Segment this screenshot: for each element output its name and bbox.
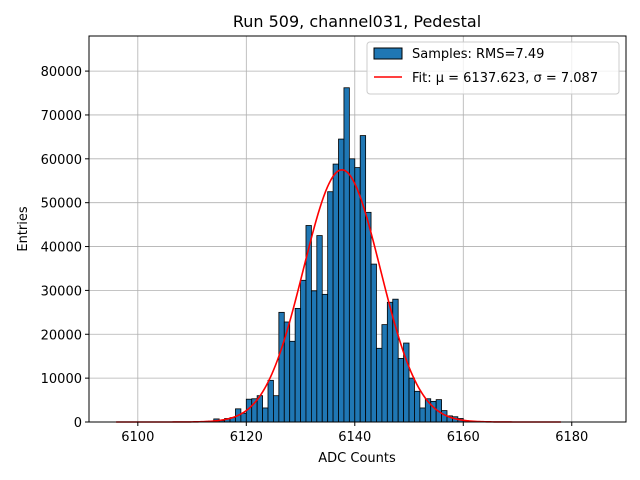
histogram-bar	[370, 263, 377, 423]
histogram-bar	[397, 357, 405, 423]
histogram-bar	[343, 87, 350, 423]
histogram-bar	[365, 211, 372, 423]
y-tick-label: 50000	[41, 197, 82, 212]
histogram-bar	[310, 290, 318, 423]
histogram-bar	[289, 340, 296, 423]
histogram-bar	[332, 163, 339, 423]
histogram-bar	[273, 395, 280, 423]
histogram-bar	[327, 191, 334, 423]
y-tick-label: 0	[74, 416, 82, 431]
x-tick-label: 6160	[447, 430, 480, 445]
y-tick-label: 10000	[41, 372, 82, 387]
histogram-bar	[300, 279, 307, 423]
histogram-bar	[354, 167, 361, 423]
y-tick-label: 40000	[41, 241, 82, 256]
x-axis-ticks: 6100 6120 6140 6160 6180	[121, 422, 588, 445]
x-tick-label: 6180	[555, 430, 588, 445]
y-tick-label: 30000	[41, 284, 82, 299]
legend-box	[366, 41, 620, 95]
plot-frame	[88, 35, 627, 423]
histogram-bar	[240, 412, 247, 423]
legend-swatch-samples	[373, 47, 403, 60]
x-tick-label: 6100	[121, 430, 154, 445]
histogram-bar	[348, 158, 356, 423]
chart-title: Run 509, channel031, Pedestal	[233, 12, 481, 31]
histogram-bar	[359, 135, 367, 423]
y-tick-label: 20000	[41, 328, 82, 343]
histogram-bar	[262, 407, 269, 423]
y-tick-label: 80000	[41, 65, 82, 80]
histogram-bar	[316, 235, 323, 423]
legend: Samples: RMS=7.49 Fit: μ = 6137.623, σ =…	[366, 41, 620, 95]
histogram-bar	[414, 390, 421, 423]
histogram-bar	[386, 301, 394, 423]
histogram-bar	[376, 347, 383, 423]
legend-label-fit: Fit: μ = 6137.623, σ = 7.087	[412, 71, 598, 86]
histogram-bar	[419, 407, 426, 423]
x-axis-label: ADC Counts	[318, 451, 396, 466]
x-tick-label: 6140	[338, 430, 371, 445]
y-tick-label: 70000	[41, 109, 82, 124]
histogram-bar	[408, 377, 415, 423]
x-tick-label: 6120	[230, 430, 263, 445]
histogram-bar	[381, 324, 388, 423]
y-axis-ticks: 0 10000 20000 30000 40000 50000 60000 70000 8000…	[41, 65, 89, 431]
histogram-bar	[338, 138, 345, 423]
histogram-bar	[294, 307, 301, 423]
histogram-bar	[278, 311, 285, 423]
y-tick-label: 60000	[41, 153, 82, 168]
legend-label-samples: Samples: RMS=7.49	[412, 47, 544, 62]
histogram-bar	[267, 379, 274, 423]
y-axis-label: Entries	[16, 206, 31, 252]
histogram-bar	[321, 293, 329, 423]
